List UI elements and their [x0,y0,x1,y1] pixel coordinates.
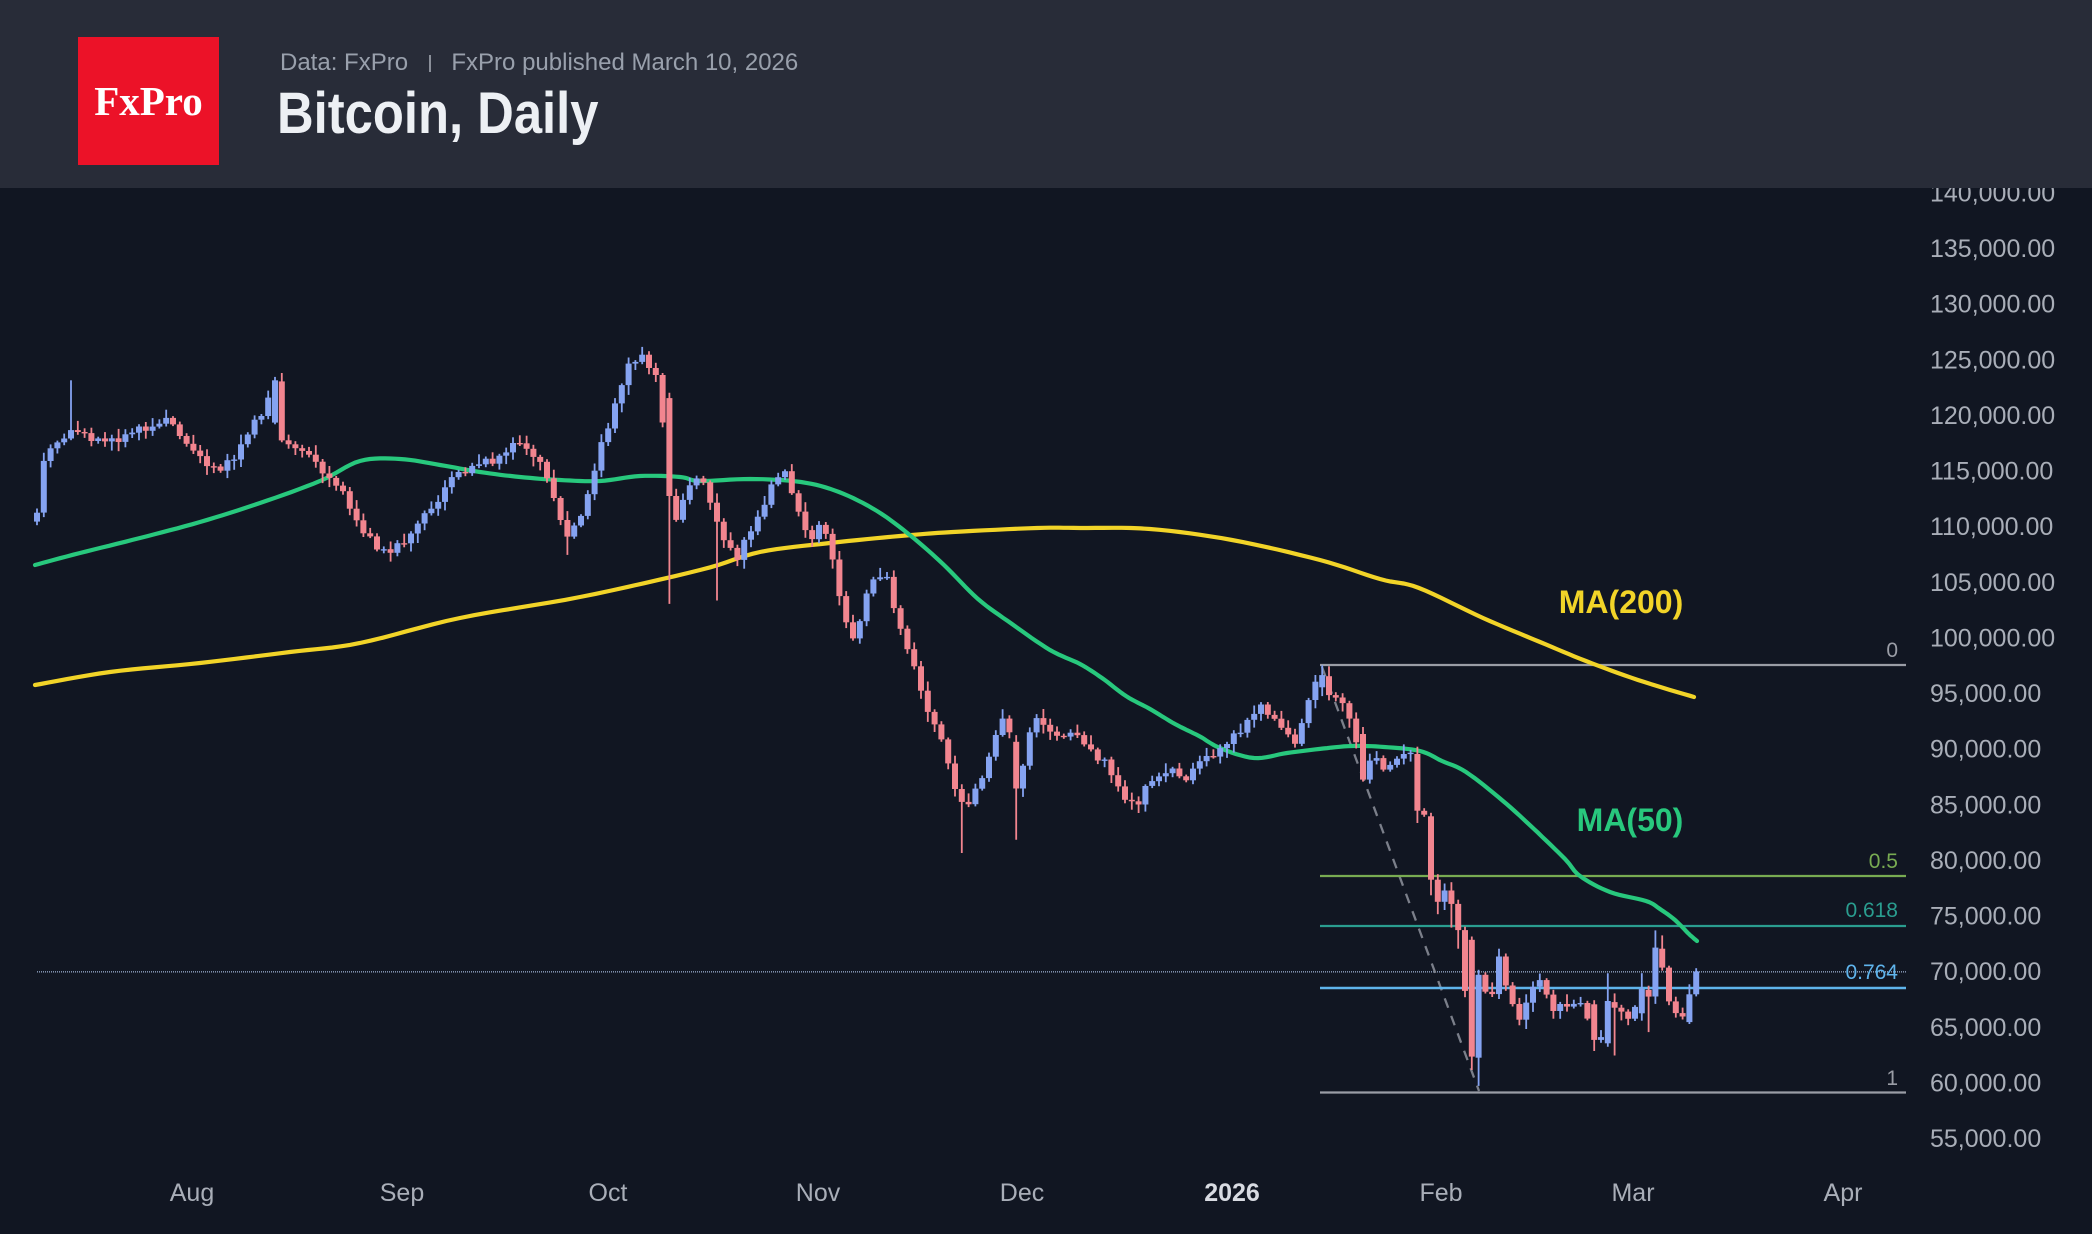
svg-text:55,000.00: 55,000.00 [1930,1125,2041,1153]
svg-text:Sep: Sep [380,1179,424,1207]
svg-text:0: 0 [1886,639,1898,662]
svg-text:0.618: 0.618 [1845,899,1898,922]
svg-text:0.764: 0.764 [1845,961,1898,984]
svg-text:90,000.00: 90,000.00 [1930,736,2041,764]
svg-text:Aug: Aug [170,1179,214,1207]
svg-text:95,000.00: 95,000.00 [1930,680,2041,708]
svg-text:Mar: Mar [1611,1179,1654,1207]
svg-text:70,000.00: 70,000.00 [1930,958,2041,986]
svg-text:1: 1 [1886,1067,1898,1090]
svg-text:0.5: 0.5 [1869,850,1898,873]
svg-text:110,000.00: 110,000.00 [1930,513,2053,541]
svg-text:60,000.00: 60,000.00 [1930,1069,2041,1097]
svg-text:75,000.00: 75,000.00 [1930,903,2041,931]
svg-text:MA(50): MA(50) [1577,802,1684,838]
svg-text:135,000.00: 135,000.00 [1930,235,2055,263]
svg-text:65,000.00: 65,000.00 [1930,1014,2041,1042]
svg-text:Dec: Dec [1000,1179,1044,1207]
svg-text:120,000.00: 120,000.00 [1930,402,2055,430]
svg-text:105,000.00: 105,000.00 [1930,569,2055,597]
svg-text:80,000.00: 80,000.00 [1930,847,2041,875]
svg-text:130,000.00: 130,000.00 [1930,291,2055,319]
svg-text:Apr: Apr [1824,1179,1863,1207]
svg-text:Nov: Nov [796,1179,841,1207]
svg-text:2026: 2026 [1204,1179,1260,1207]
svg-text:115,000.00: 115,000.00 [1930,458,2053,486]
svg-text:100,000.00: 100,000.00 [1930,625,2055,653]
svg-text:Oct: Oct [589,1179,628,1207]
svg-text:125,000.00: 125,000.00 [1930,346,2055,374]
svg-text:85,000.00: 85,000.00 [1930,791,2041,819]
svg-text:Feb: Feb [1419,1179,1462,1207]
svg-text:MA(200): MA(200) [1559,584,1683,620]
